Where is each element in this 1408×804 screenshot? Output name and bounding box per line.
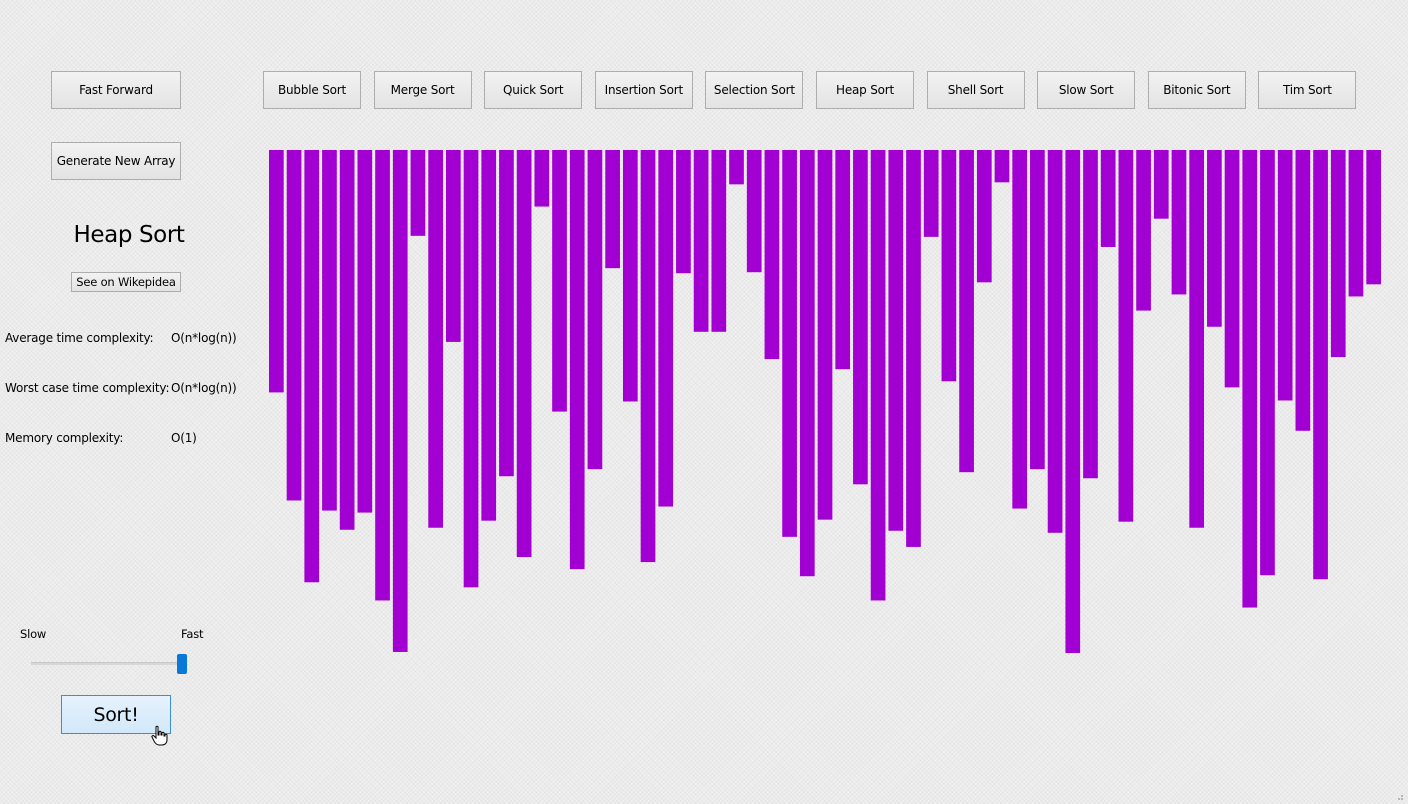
array-bar-31	[817, 150, 833, 520]
array-bar-28	[764, 150, 780, 360]
algo-button-quick-sort[interactable]: Quick Sort	[484, 71, 583, 109]
array-bar-47	[1100, 150, 1116, 247]
array-bar-13	[499, 150, 514, 477]
average-complexity-label: Average time complexity:	[5, 331, 154, 345]
array-bar-4	[339, 150, 355, 530]
array-bar-8	[410, 150, 426, 236]
array-bar-54	[1224, 150, 1240, 388]
array-bar-19	[605, 150, 620, 269]
array-bar-55	[1242, 150, 1258, 608]
array-bar-53	[1207, 150, 1222, 327]
array-bar-16	[552, 150, 567, 412]
array-bar-10	[445, 150, 461, 342]
array-bar-24	[693, 150, 709, 332]
array-bar-22	[658, 150, 674, 507]
array-bar-0	[269, 150, 284, 393]
array-bar-11	[463, 150, 479, 588]
array-bar-12	[481, 150, 497, 521]
algo-button-insertion-sort[interactable]: Insertion Sort	[594, 71, 693, 109]
array-bar-29	[782, 150, 797, 537]
array-bar-chart	[269, 150, 1381, 653]
average-complexity-value: O(n*log(n))	[171, 331, 237, 345]
array-bar-59	[1313, 150, 1328, 580]
algo-button-selection-sort[interactable]: Selection Sort	[705, 71, 804, 109]
array-bar-3	[322, 150, 337, 511]
memory-complexity-label: Memory complexity:	[5, 431, 124, 445]
array-bar-61	[1348, 150, 1364, 297]
array-bar-30	[799, 150, 815, 577]
array-bar-40	[976, 150, 992, 283]
array-bar-21	[640, 150, 656, 563]
see-on-wikipedia-button[interactable]: See on Wikepidea	[71, 272, 181, 292]
array-bar-51	[1171, 150, 1187, 295]
algo-button-bubble-sort[interactable]: Bubble Sort	[263, 71, 361, 109]
array-bar-34	[870, 150, 886, 601]
array-bar-6	[375, 150, 390, 601]
generate-new-array-button[interactable]: Generate New Array	[51, 142, 181, 180]
memory-complexity-value: O(1)	[171, 431, 197, 445]
array-bar-33	[853, 150, 868, 485]
array-bar-35	[888, 150, 904, 531]
array-bar-15	[534, 150, 550, 207]
speed-slider-thumb[interactable]	[177, 654, 187, 674]
array-bar-25	[711, 150, 727, 332]
sort-button[interactable]: Sort!	[61, 695, 171, 734]
array-bar-42	[1012, 150, 1028, 509]
array-bar-57	[1277, 150, 1293, 401]
array-bar-62	[1366, 150, 1381, 285]
array-bar-50	[1153, 150, 1169, 219]
speed-slider-track[interactable]	[31, 662, 187, 665]
algo-button-tim-sort[interactable]: Tim Sort	[1258, 71, 1357, 109]
array-bar-7	[392, 150, 408, 652]
array-bar-46	[1083, 150, 1098, 479]
array-bar-37	[923, 150, 939, 237]
array-bar-23	[676, 150, 691, 274]
algo-button-shell-sort[interactable]: Shell Sort	[926, 71, 1025, 109]
array-bar-56	[1260, 150, 1275, 576]
algo-button-slow-sort[interactable]: Slow Sort	[1037, 71, 1136, 109]
array-bar-45	[1065, 150, 1081, 653]
selected-algorithm-title: Heap Sort	[73, 222, 185, 248]
array-bar-26	[729, 150, 744, 185]
array-bar-43	[1030, 150, 1045, 470]
fast-forward-button[interactable]: Fast Forward	[51, 71, 181, 109]
array-bar-32	[835, 150, 851, 370]
array-bar-17	[569, 150, 585, 570]
array-bar-36	[906, 150, 921, 547]
worst-complexity-value: O(n*log(n))	[171, 381, 237, 395]
array-bar-38	[941, 150, 957, 382]
array-bar-2	[304, 150, 320, 583]
speed-slow-label: Slow	[20, 627, 47, 641]
array-bar-5	[357, 150, 373, 513]
array-bar-39	[959, 150, 974, 473]
array-bar-1	[286, 150, 302, 501]
array-bar-41	[994, 150, 1010, 183]
array-bar-27	[746, 150, 762, 273]
hand-cursor-icon	[151, 725, 168, 746]
array-bar-49	[1136, 150, 1151, 311]
array-bar-44	[1047, 150, 1063, 533]
resize-grip-icon[interactable]	[1394, 791, 1404, 801]
array-bar-18	[587, 150, 603, 470]
array-bar-9	[428, 150, 443, 528]
array-bar-52	[1189, 150, 1205, 528]
array-bar-20	[622, 150, 638, 402]
algo-button-heap-sort[interactable]: Heap Sort	[816, 71, 914, 109]
speed-fast-label: Fast	[181, 627, 204, 641]
array-bar-48	[1118, 150, 1134, 522]
algo-button-bitonic-sort[interactable]: Bitonic Sort	[1147, 71, 1246, 109]
algo-button-merge-sort[interactable]: Merge Sort	[373, 71, 472, 109]
array-bar-14	[516, 150, 532, 558]
worst-complexity-label: Worst case time complexity:	[5, 381, 170, 395]
array-bar-60	[1330, 150, 1346, 358]
array-bar-58	[1295, 150, 1311, 431]
